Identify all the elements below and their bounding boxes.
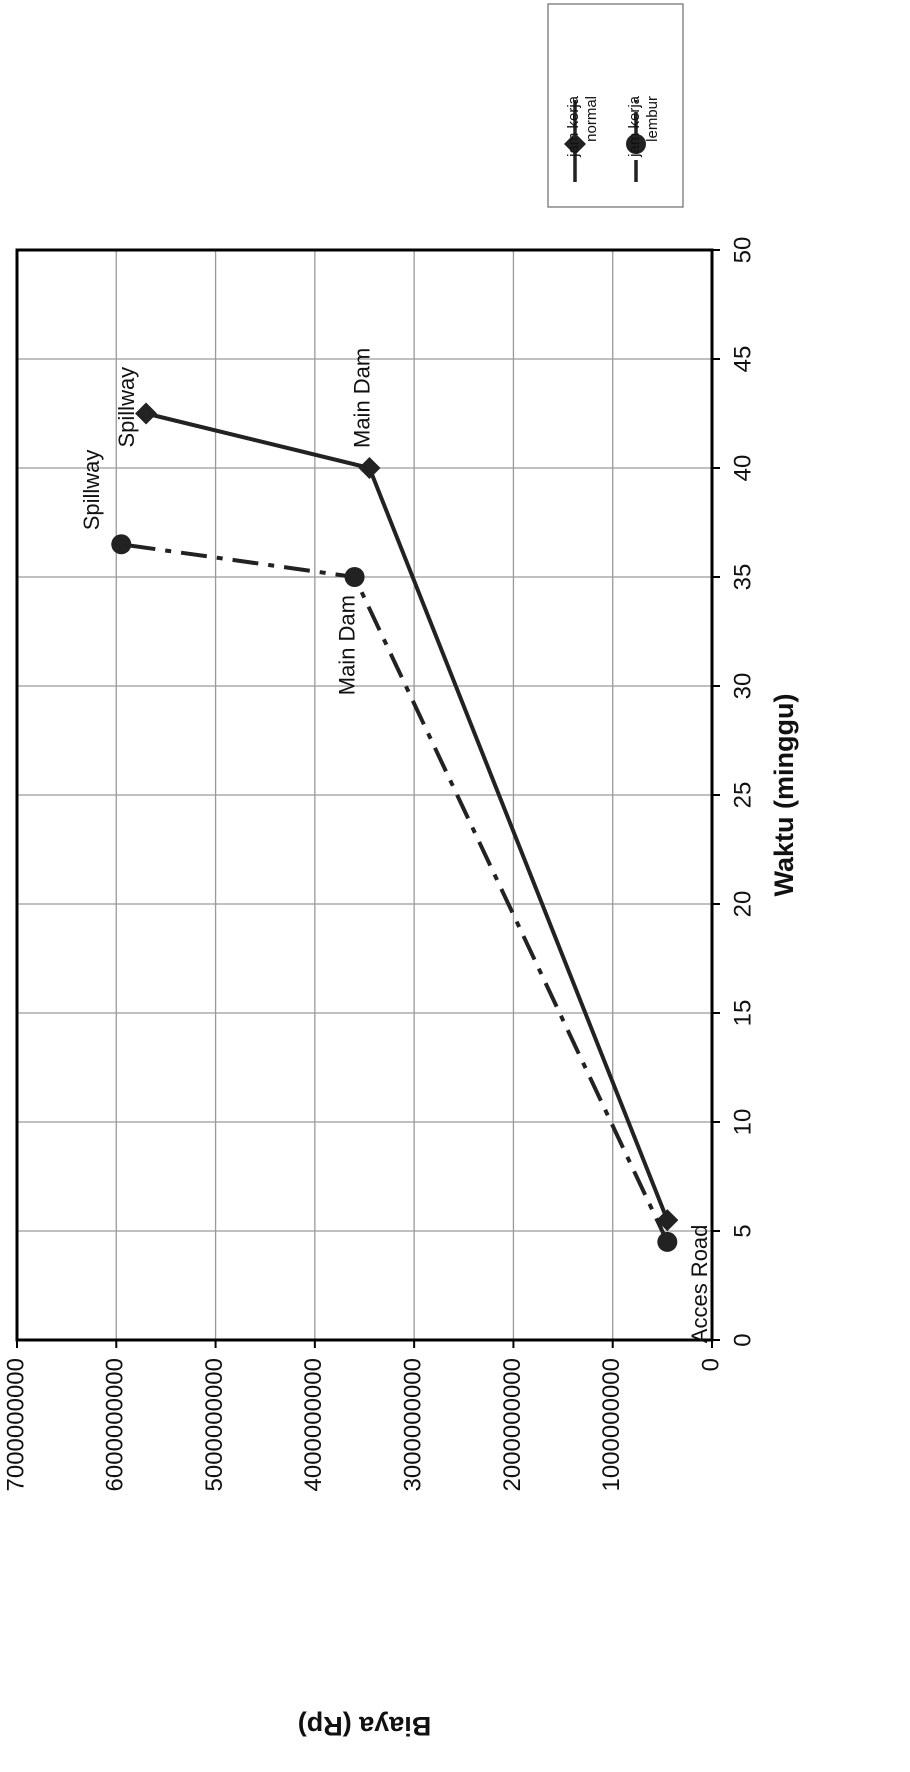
data-point-diamond <box>564 133 586 155</box>
data-point-circle <box>111 534 132 555</box>
x-tick-label: 50 <box>729 237 756 264</box>
data-point-diamond <box>358 457 381 479</box>
data-point-circle <box>344 567 365 587</box>
series-layer <box>111 402 679 1252</box>
x-tick-label: 35 <box>729 564 756 591</box>
legend-box <box>547 3 684 208</box>
data-point-circle <box>626 134 646 154</box>
point-label: Main Dam <box>349 348 374 448</box>
y-tick-label: 6000000000 <box>102 1358 129 1491</box>
data-point-diamond <box>135 402 158 425</box>
point-annotations: Main Dam Spillway Acces Road Main Dam Spillw… <box>79 348 712 1343</box>
y-tick-label: 1000000000 <box>598 1358 625 1491</box>
axis-titles: Waktu (minggu) Biaya (Rp) <box>298 694 799 1741</box>
x-tick-label: 25 <box>729 782 756 809</box>
x-tick-label: 45 <box>729 346 756 373</box>
series-1 <box>111 534 678 1252</box>
x-tick-label: 40 <box>729 455 756 482</box>
x-tick-label: 5 <box>729 1224 756 1237</box>
x-tick-label: 0 <box>729 1333 756 1346</box>
x-tick-label: 30 <box>729 673 756 700</box>
tick-labels: 0 5 10 15 20 25 30 35 40 45 50 0 1000000000 200000000… <box>2 237 756 1492</box>
y-tick-label: 0 <box>697 1358 724 1371</box>
point-label: Acces Road <box>687 1225 712 1344</box>
y-tick-label: 7000000000 <box>2 1358 29 1491</box>
x-tick-label: 15 <box>729 1000 756 1027</box>
y-tick-label: 5000000000 <box>201 1358 228 1491</box>
y-tick-label: 3000000000 <box>399 1358 426 1491</box>
series-line <box>120 542 670 1243</box>
x-axis-title: Waktu (minggu) <box>769 694 799 897</box>
legend-label: jam kerjalembur <box>626 95 661 158</box>
plot-area <box>15 248 714 1342</box>
series-0 <box>135 402 679 1232</box>
data-point-circle <box>657 1231 678 1252</box>
legend-label: jam kerjanormal <box>565 95 600 158</box>
legend: jam kerjanormal jam kerjalembur <box>547 3 684 208</box>
series-line <box>145 411 670 1221</box>
point-label: Spillway <box>79 450 104 531</box>
y-tick-label: 4000000000 <box>300 1358 327 1491</box>
point-label: Spillway <box>114 367 139 448</box>
point-label: Main Dam <box>334 595 359 695</box>
y-axis-title: Biaya (Rp) <box>298 1711 432 1741</box>
y-tick-label: 2000000000 <box>499 1358 526 1491</box>
x-tick-label: 20 <box>729 891 756 918</box>
x-tick-label: 10 <box>729 1109 756 1136</box>
